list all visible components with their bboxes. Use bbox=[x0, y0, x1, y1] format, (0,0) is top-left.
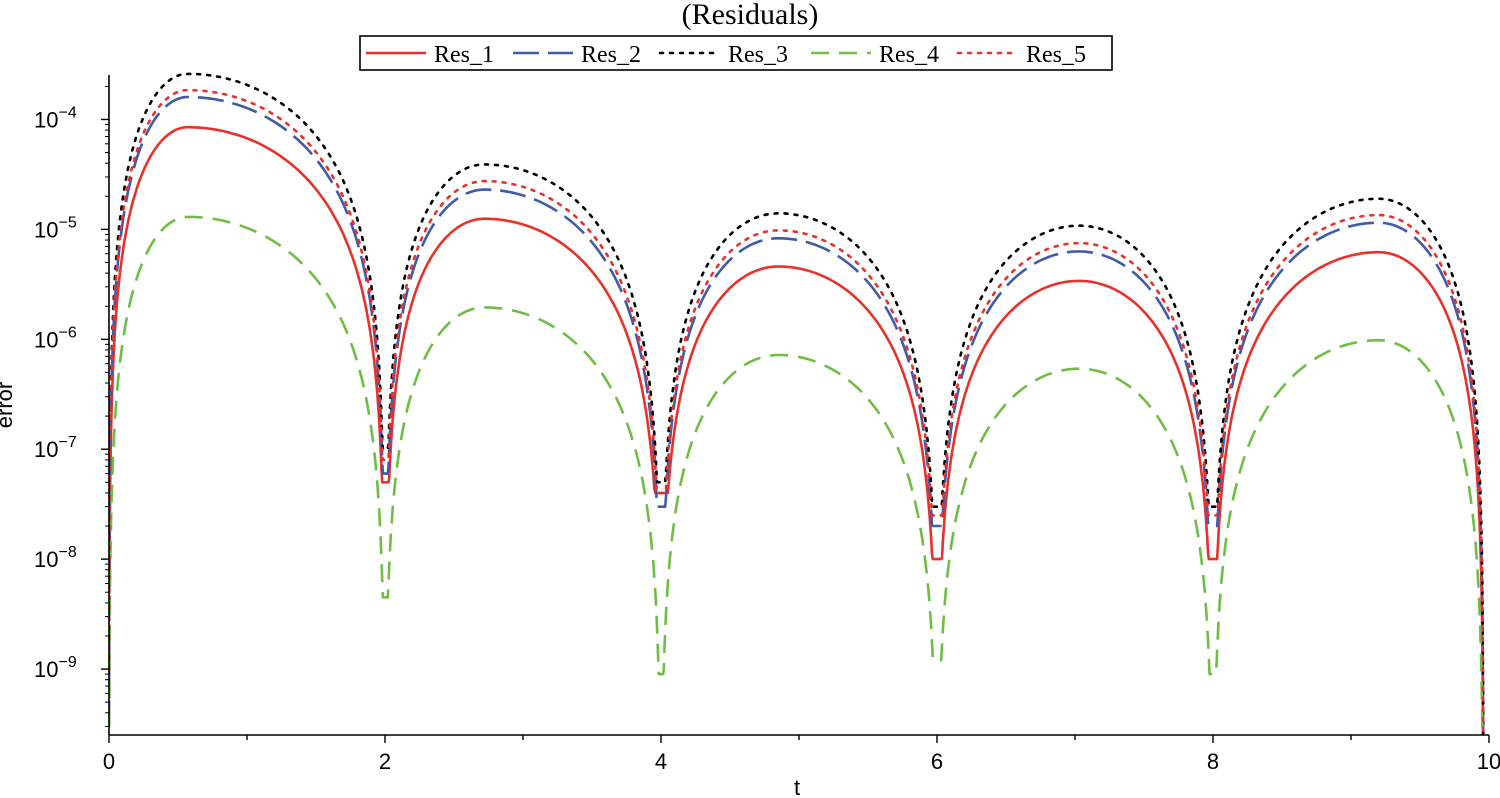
y-tick-label: 10−5 bbox=[34, 214, 77, 242]
y-tick-label: 10−7 bbox=[34, 434, 77, 462]
plot-area bbox=[109, 72, 1485, 735]
axes: 0 2 4 6 8 10 10−4 10−5 10−6 10−7 10−8 10−9 bbox=[34, 75, 1500, 774]
x-tick-label: 4 bbox=[655, 749, 667, 774]
series-line-res-1 bbox=[109, 125, 1485, 735]
y-tick-label: 10−9 bbox=[34, 654, 77, 682]
legend-label: Res_3 bbox=[728, 42, 788, 68]
chart-title: (Residuals) bbox=[682, 0, 819, 31]
y-tick-label: 10−6 bbox=[34, 324, 77, 352]
legend: Res_1 Res_2 Res_3 Res_4 Res_5 bbox=[359, 35, 1113, 71]
y-tick-label: 10−4 bbox=[34, 104, 77, 132]
series-line-res-3 bbox=[109, 72, 1485, 735]
series-line-res-5 bbox=[109, 88, 1485, 735]
legend-box bbox=[359, 35, 1113, 71]
series-line-res-4 bbox=[109, 215, 1485, 735]
series-line-res-2 bbox=[109, 95, 1485, 735]
x-tick-label: 10 bbox=[1477, 749, 1500, 774]
x-tick-label: 2 bbox=[379, 749, 391, 774]
legend-label: Res_4 bbox=[879, 42, 939, 68]
legend-label: Res_1 bbox=[434, 42, 494, 68]
x-tick-label: 6 bbox=[931, 749, 943, 774]
x-tick-label: 0 bbox=[103, 749, 115, 774]
y-axis-label: error bbox=[0, 382, 17, 428]
x-axis-label: t bbox=[794, 775, 800, 798]
y-tick-label: 10−8 bbox=[34, 544, 77, 572]
x-tick-label: 8 bbox=[1207, 749, 1219, 774]
legend-label: Res_2 bbox=[581, 42, 641, 68]
legend-label: Res_5 bbox=[1026, 42, 1086, 68]
